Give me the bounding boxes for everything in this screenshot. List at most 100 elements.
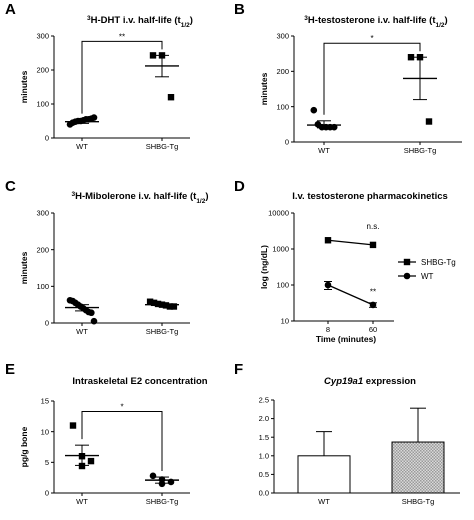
series-line <box>327 239 374 246</box>
y-axis-label: minutes <box>19 251 29 284</box>
x-axis-label: Time (minutes) <box>316 334 376 344</box>
data-point <box>158 480 166 488</box>
x-tick-label: 60 <box>369 325 377 334</box>
y-axis-label: minutes <box>259 72 269 105</box>
data-point <box>88 309 95 317</box>
y-tick-label: 1.0 <box>259 451 269 460</box>
title-end: ) <box>445 15 448 26</box>
y-tick-label: 200 <box>36 245 49 254</box>
panel-d: D I.v. testosterone pharmacokinetics 10 100… <box>234 178 456 344</box>
panel-title: 3H-DHT i.v. half-life (t1/2) <box>87 15 193 29</box>
y-axis-label: pg/g bone <box>19 426 29 467</box>
x-tick-label: SHBG-Tg <box>146 497 179 506</box>
x-tick-label: SHBG-Tg <box>404 146 437 155</box>
title-sub: 1/2 <box>181 22 190 29</box>
panel-e: E Intraskeletal E2 concentration 0 5 10 15 pg/… <box>5 361 208 506</box>
title-italic: Cyp19a1 <box>324 376 363 387</box>
panel-label: B <box>234 1 245 18</box>
y-tick-label: 200 <box>276 67 289 76</box>
y-tick-label: 10 <box>281 317 289 326</box>
x-tick-label: WT <box>76 327 88 336</box>
data-point <box>170 303 178 310</box>
panel-title: 3H-testosterone i.v. half-life (t1/2) <box>304 15 447 29</box>
panel-f: F Cyp19a1 expression 0.0 0.5 1.0 1.5 2.0 2.5 WT S… <box>234 361 460 506</box>
legend-label: WT <box>421 272 434 281</box>
data-point <box>425 118 433 125</box>
panel-b: B 3H-testosterone i.v. half-life (t1/2) 0 1… <box>234 1 462 155</box>
title-text: H-testosterone i.v. half-life (t <box>308 15 436 26</box>
significance-label: * <box>370 34 373 43</box>
y-tick-label: 1000 <box>272 245 289 254</box>
bar <box>297 455 351 494</box>
significance-label: * <box>120 403 123 412</box>
y-tick-label: 15 <box>41 397 49 406</box>
significance-bracket <box>323 42 421 115</box>
y-tick-label: 0.0 <box>259 489 269 498</box>
data-point <box>324 281 332 289</box>
title-text: Intraskeletal E2 concentration <box>72 376 207 387</box>
panel-label: C <box>5 178 16 195</box>
title-text: I.v. testosterone pharmacokinetics <box>292 191 448 202</box>
data-point <box>324 237 332 244</box>
data-point <box>69 422 77 429</box>
y-tick-label: 1.5 <box>259 433 269 442</box>
data-point <box>310 106 318 114</box>
data-point <box>150 299 158 307</box>
x-tick-label: SHBG-Tg <box>146 142 179 151</box>
panel-label: A <box>5 1 16 18</box>
data-point <box>146 298 154 305</box>
annotation: ** <box>370 287 376 296</box>
x-tick-label: WT <box>318 497 330 506</box>
x-tick-label: WT <box>76 142 88 151</box>
x-tick-label: WT <box>318 146 330 155</box>
title-sub: 1/2 <box>196 198 205 205</box>
title-end: ) <box>205 191 208 202</box>
y-tick-label: 0 <box>45 319 49 328</box>
x-tick-label: 8 <box>326 325 330 334</box>
data-point <box>87 457 95 465</box>
legend-marker <box>403 258 411 266</box>
y-tick-label: 300 <box>276 32 289 41</box>
data-point <box>154 300 162 308</box>
y-tick-label: 5 <box>45 458 49 467</box>
data-point <box>369 301 377 309</box>
title-text: H-DHT i.v. half-life (t <box>91 15 182 26</box>
panel-title: Cyp19a1 expression <box>324 376 416 387</box>
data-point <box>90 317 98 325</box>
y-tick-label: 100 <box>276 281 289 290</box>
panel-label: E <box>5 361 15 378</box>
y-tick-label: 100 <box>36 282 49 291</box>
y-tick-label: 300 <box>36 209 49 218</box>
title-sup: 3 <box>304 15 308 22</box>
title-text: H-Mibolerone i.v. half-life (t <box>75 191 197 202</box>
panel-c: C 3H-Mibolerone i.v. half-life (t1/2) 0 100… <box>5 178 209 336</box>
data-point <box>407 54 415 61</box>
y-tick-label: 0 <box>45 489 49 498</box>
y-tick-label: 0 <box>45 134 49 143</box>
y-tick-label: 0.5 <box>259 470 269 479</box>
data-point <box>369 241 377 249</box>
bar <box>391 441 445 494</box>
title-end: ) <box>190 15 193 26</box>
y-tick-label: 2.0 <box>259 414 269 423</box>
data-point <box>78 462 86 470</box>
y-tick-label: 10000 <box>268 209 289 218</box>
panel-title: Intraskeletal E2 concentration <box>72 376 207 387</box>
y-tick-label: 100 <box>276 102 289 111</box>
data-point <box>90 114 98 121</box>
title-sup: 3 <box>71 191 75 198</box>
panel-label: D <box>234 178 245 195</box>
legend-marker <box>403 272 411 280</box>
y-tick-label: 300 <box>36 32 49 41</box>
y-tick-label: 200 <box>36 66 49 75</box>
significance-bracket <box>81 40 163 114</box>
title-sup: 3 <box>87 15 91 22</box>
x-tick-label: SHBG-Tg <box>146 327 179 336</box>
panel-title: 3H-Mibolerone i.v. half-life (t1/2) <box>71 191 208 205</box>
panel-title: I.v. testosterone pharmacokinetics <box>292 191 448 202</box>
annotation: n.s. <box>367 222 380 231</box>
data-point <box>167 94 175 101</box>
y-tick-label: 10 <box>41 427 49 436</box>
panel-a: A 3H-DHT i.v. half-life (t1/2) 0 100 200 300 m… <box>5 1 193 151</box>
